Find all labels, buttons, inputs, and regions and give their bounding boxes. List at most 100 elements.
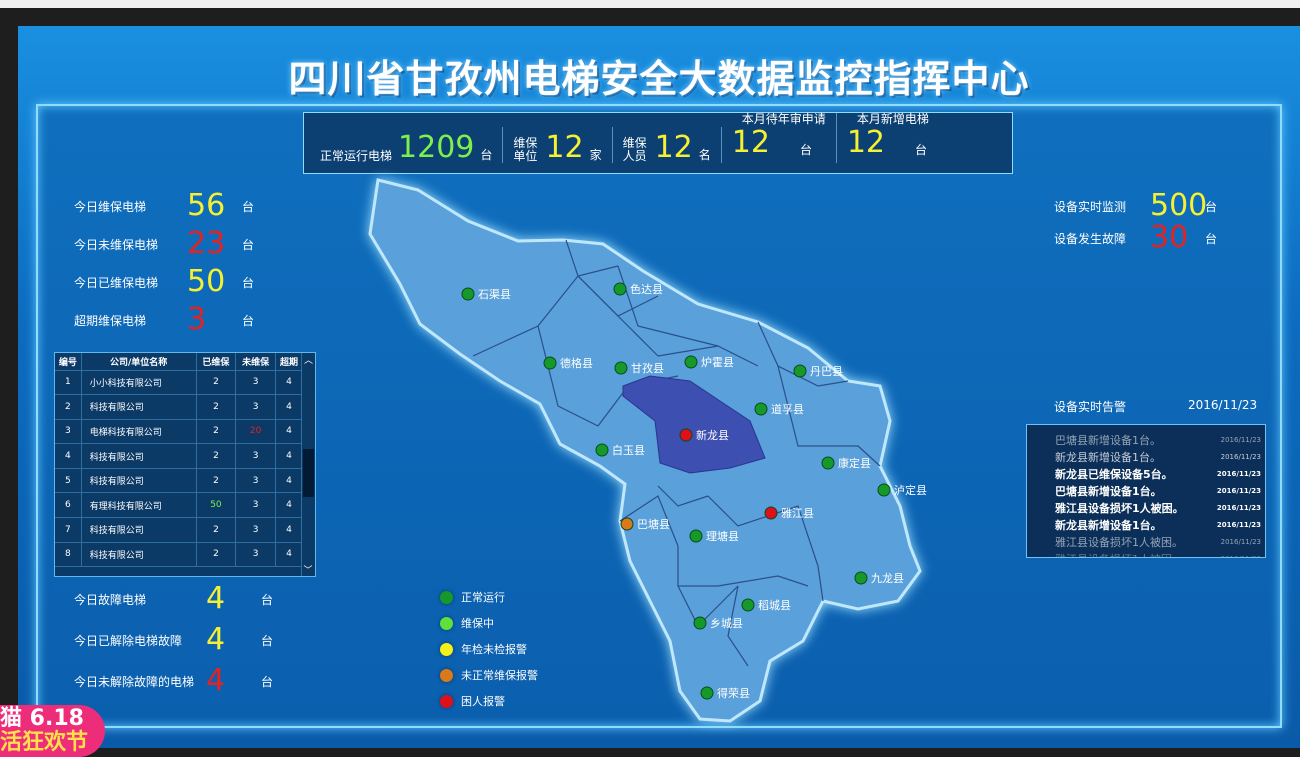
table-row[interactable]: 6 有理科技有限公司 50 3 4 xyxy=(55,492,304,519)
table-cell: 3 xyxy=(235,394,276,420)
alert-item[interactable]: 新龙县已维保设备5台。 2016/11/23 xyxy=(1055,465,1265,482)
county-marker[interactable] xyxy=(684,355,698,369)
stat-item: 本月新增电梯 12 台 xyxy=(837,113,939,163)
metric-value: 4 xyxy=(206,622,226,657)
alert-item[interactable]: 雅江县设备损坏1人被困。 2016/11/23 xyxy=(1055,499,1265,516)
county-marker[interactable] xyxy=(620,517,634,531)
county-marker[interactable] xyxy=(689,529,703,543)
metric-row: 今日已解除电梯故障 4 台 xyxy=(74,625,273,655)
metric-value: 50 xyxy=(187,264,226,299)
stat-unit: 台 xyxy=(799,143,812,157)
stat-unit: 台 xyxy=(480,148,493,162)
table-row[interactable]: 2 科技有限公司 2 3 4 xyxy=(55,394,304,420)
metric-value: 500 xyxy=(1150,188,1208,223)
scroll-up-icon[interactable]: ︿ xyxy=(303,356,313,366)
county-label: 新龙县 xyxy=(696,428,729,442)
table-cell: 3 xyxy=(235,468,276,494)
county-marker[interactable] xyxy=(793,364,807,378)
table-scrollbar[interactable]: ︿ ﹀ xyxy=(301,353,315,576)
table-row[interactable]: 7 科技有限公司 2 3 4 xyxy=(55,517,304,543)
metric-unit: 台 xyxy=(242,237,255,252)
metric-row: 今日已维保电梯 50 台 xyxy=(74,267,254,297)
legend-label: 未正常维保报警 xyxy=(461,669,538,682)
dashboard: 四川省甘孜州电梯安全大数据监控指挥中心 正常运行电梯 1209 台维保单位 12 家维保… xyxy=(18,26,1300,748)
table-cell: 科技有限公司 xyxy=(81,394,197,420)
table-cell: 科技有限公司 xyxy=(81,542,197,568)
status-dot-icon xyxy=(440,668,453,682)
county-marker[interactable] xyxy=(679,428,693,442)
alert-text: 新龙县已维保设备5台。 xyxy=(1055,467,1173,481)
county-marker[interactable] xyxy=(461,287,475,301)
table-row[interactable]: 3 电梯科技有限公司 2 20 4 xyxy=(55,419,304,445)
table-cell: 电梯科技有限公司 xyxy=(81,419,197,445)
county-label: 白玉县 xyxy=(612,443,645,457)
metric-label: 今日维保电梯 xyxy=(74,199,147,214)
table-cell: 4 xyxy=(275,443,304,469)
alert-text: 雅江县设备损坏1人被困。 xyxy=(1055,551,1183,558)
county-label: 得荣县 xyxy=(717,687,750,700)
county-label: 德格县 xyxy=(560,356,593,370)
status-dot-icon xyxy=(440,694,453,708)
metric-row: 设备发生故障 30 台 xyxy=(1054,223,1217,253)
alert-item[interactable]: 雅江县设备损坏1人被困。 2016/11/23 xyxy=(1055,533,1265,550)
table-row[interactable]: 5 科技有限公司 2 3 4 xyxy=(55,468,304,494)
county-border xyxy=(577,275,659,317)
table-cell: 50 xyxy=(196,492,237,519)
stat-item: 维保人员 12 名 xyxy=(613,127,722,163)
column-header: 编号 xyxy=(55,353,82,371)
metric-value: 4 xyxy=(206,581,226,616)
alert-item[interactable]: 新龙县新增设备1台。 2016/11/23 xyxy=(1055,516,1265,533)
county-label: 石渠县 xyxy=(478,288,511,301)
county-marker[interactable] xyxy=(693,616,707,630)
stat-label: 维保人员 xyxy=(622,136,647,163)
stat-item: 本月待年审申请 12 台 xyxy=(722,113,837,163)
table-cell: 2 xyxy=(196,542,237,568)
metric-row: 今日故障电梯 4 台 xyxy=(74,584,273,614)
county-label: 巴塘县 xyxy=(637,517,670,531)
county-marker[interactable] xyxy=(754,402,768,416)
alert-text: 巴塘县新增设备1台。 xyxy=(1055,433,1161,447)
alert-item[interactable]: 巴塘县新增设备1台。 2016/11/23 xyxy=(1055,482,1265,499)
metric-value: 4 xyxy=(206,663,226,698)
county-marker[interactable] xyxy=(614,361,628,375)
scroll-down-icon[interactable]: ﹀ xyxy=(303,566,313,576)
table-cell: 1 xyxy=(55,370,82,396)
alert-item[interactable]: 巴塘县新增设备1台。 2016/11/23 xyxy=(1055,431,1265,448)
county-marker[interactable] xyxy=(764,506,778,520)
county-marker[interactable] xyxy=(821,456,835,470)
alerts-list[interactable]: 巴塘县新增设备1台。 2016/11/23 新龙县新增设备1台。 2016/11/23… xyxy=(1026,424,1266,558)
promo-badge[interactable]: 猫 6.18 活狂欢节 xyxy=(0,705,105,757)
table-row[interactable]: 1 小小科技有限公司 2 3 4 xyxy=(55,370,304,396)
browser-top-bar xyxy=(0,0,1300,8)
table-cell: 2 xyxy=(196,394,237,420)
table-cell: 3 xyxy=(235,492,276,519)
county-marker[interactable] xyxy=(700,686,714,700)
table-cell: 4 xyxy=(275,370,304,396)
table-cell: 5 xyxy=(55,468,82,494)
county-border xyxy=(727,585,749,667)
county-marker[interactable] xyxy=(613,282,627,296)
county-marker[interactable] xyxy=(877,483,891,497)
county-border xyxy=(677,546,809,587)
promo-text-2: 活狂欢节 xyxy=(0,730,89,755)
alert-date: 2016/11/23 xyxy=(1220,537,1261,546)
county-marker[interactable] xyxy=(543,356,557,370)
county-marker[interactable] xyxy=(595,443,609,457)
metric-row: 超期维保电梯 3 台 xyxy=(74,305,254,335)
metric-unit: 台 xyxy=(242,313,255,328)
legend-item: 年检未检报警 xyxy=(440,636,538,662)
legend-item: 未正常维保报警 xyxy=(440,662,538,688)
stat-value: 1209 xyxy=(398,130,475,165)
alert-item[interactable]: 新龙县新增设备1台。 2016/11/23 xyxy=(1055,448,1265,465)
alert-item[interactable]: 雅江县设备损坏1人被困。 2016/11/23 xyxy=(1055,550,1265,558)
table-cell: 8 xyxy=(55,542,82,568)
table-cell: 20 xyxy=(235,419,276,445)
scroll-thumb[interactable] xyxy=(303,449,314,497)
county-xinlong-highlight[interactable] xyxy=(622,375,766,474)
stat-value: 12 xyxy=(846,125,885,160)
county-marker[interactable] xyxy=(741,598,755,612)
table-row[interactable]: 4 科技有限公司 2 3 4 xyxy=(55,443,304,469)
county-label: 炉霍县 xyxy=(701,356,734,369)
county-marker[interactable] xyxy=(854,571,868,585)
stat-label: 本月待年审申请 xyxy=(741,112,826,126)
